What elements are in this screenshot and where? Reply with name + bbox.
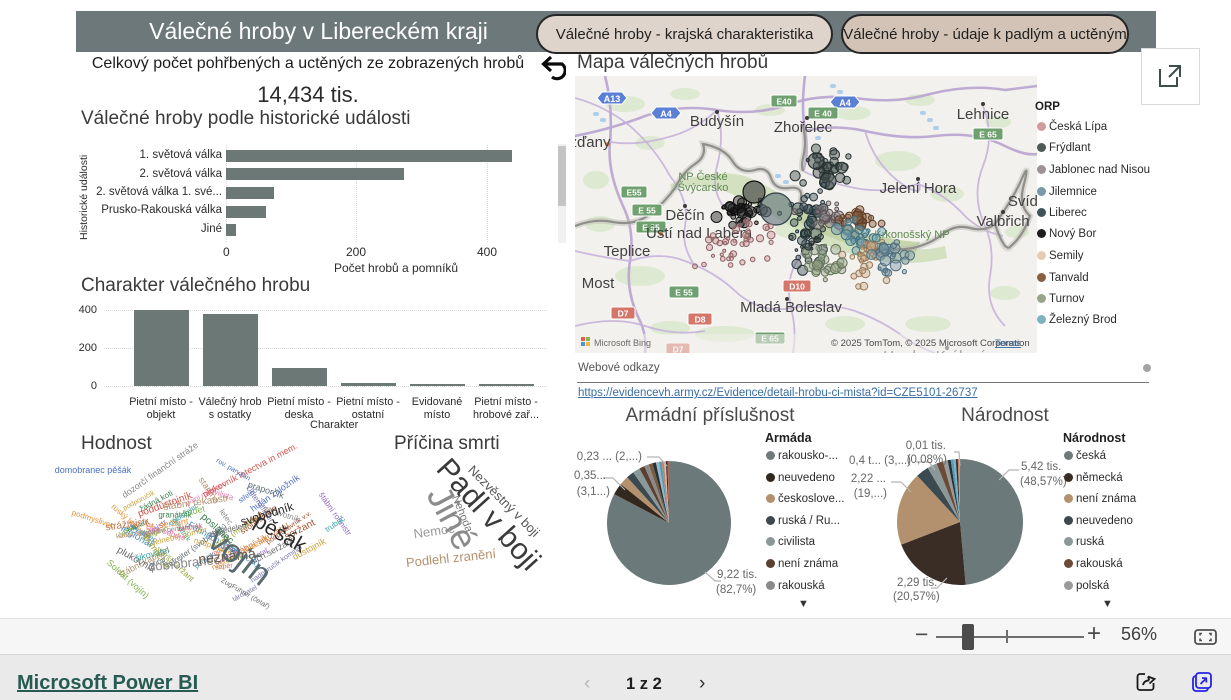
svg-text:Budyšín: Budyšín: [690, 113, 744, 130]
svg-text:A4: A4: [660, 109, 672, 119]
svg-text:E55: E55: [626, 188, 641, 198]
svg-text:Terms: Terms: [995, 338, 1021, 349]
svg-text:© 2025 TomTom, © 2025 Microsof: © 2025 TomTom, © 2025 Microsoft Corporat…: [831, 338, 1030, 349]
svg-text:A13: A13: [604, 94, 621, 104]
svg-text:E40: E40: [776, 97, 791, 107]
svg-text:Most: Most: [582, 275, 615, 292]
svg-text:Mladá Boleslav: Mladá Boleslav: [740, 299, 842, 316]
svg-text:Teplice: Teplice: [604, 243, 651, 260]
svg-text:Lehnice: Lehnice: [957, 106, 1010, 123]
svg-text:D7: D7: [618, 309, 629, 319]
svg-text:E 55: E 55: [642, 223, 660, 233]
svg-text:Děčín: Děčín: [665, 207, 704, 224]
svg-text:Švýcarsko: Švýcarsko: [678, 181, 729, 194]
svg-text:Jelení Hora: Jelení Hora: [880, 180, 957, 197]
svg-text:E 55: E 55: [638, 206, 656, 216]
svg-text:D10: D10: [789, 282, 805, 292]
svg-text:Zhořelec: Zhořelec: [774, 119, 833, 136]
svg-text:Microsoft Bing: Microsoft Bing: [594, 338, 651, 348]
svg-text:E 40: E 40: [814, 109, 832, 119]
svg-text:E 65: E 65: [979, 130, 997, 140]
svg-text:A4: A4: [839, 98, 851, 108]
svg-text:Svídn: Svídn: [1008, 193, 1037, 210]
svg-text:NP České: NP České: [678, 170, 727, 183]
svg-text:D8: D8: [695, 315, 706, 325]
svg-text:Valbřich: Valbřich: [976, 213, 1029, 230]
svg-text:E 55: E 55: [675, 288, 693, 298]
svg-text:Krkonošský NP: Krkonošský NP: [874, 229, 949, 241]
svg-text:Ústí nad Labem: Ústí nad Labem: [646, 225, 752, 242]
svg-text:žďany: žďany: [575, 134, 611, 151]
